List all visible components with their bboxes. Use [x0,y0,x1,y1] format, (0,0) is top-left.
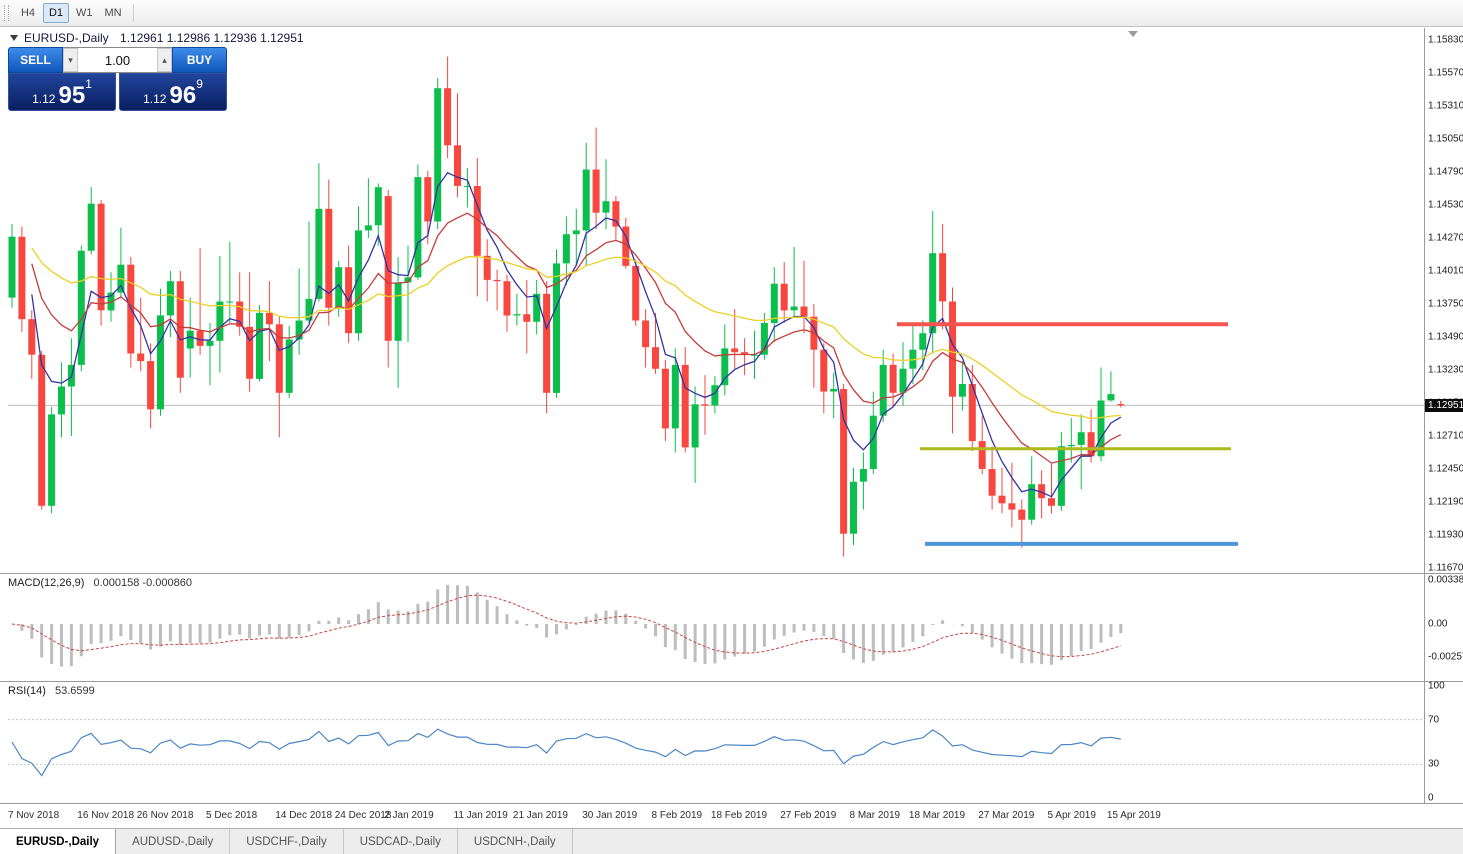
buy-button[interactable]: BUY [172,47,227,73]
axis-scale-label: 0.00 [1428,618,1448,630]
chart-ohlc-values: 1.12961 1.12986 1.12936 1.12951 [120,31,304,45]
price-axis[interactable]: 1.15830 1.15570 1.15310 1.15050 1.14790 1.145… [1425,0,1463,854]
axis-scale-label: 1.12710 [1428,430,1463,442]
axis-scale-label: 1.15570 [1428,67,1463,79]
trendline-levels-layer [897,322,1238,546]
rsi-layer [8,719,1424,777]
volume-decrease-button[interactable]: ▾ [63,48,78,72]
panel-separator-rsi[interactable] [0,681,1463,682]
sell-button[interactable]: SELL [8,47,63,73]
rsi-label: RSI(14) 53.6599 [8,685,95,697]
axis-scale-label: 0 [1428,792,1434,804]
panel-separator-timeaxis [0,803,1463,804]
panel-separator-macd[interactable] [0,573,1463,574]
sell-price-display[interactable]: 1.12 95 1 [8,73,116,111]
chart-symbol-period: EURUSD-,Daily [24,31,109,45]
axis-scale-label: 70 [1428,714,1440,726]
time-axis-label: 26 Nov 2018 [136,810,194,821]
candles-layer [8,56,1125,557]
time-axis-label: 2 Jan 2019 [384,810,434,821]
axis-scale-label: 1.15310 [1428,100,1463,112]
moving-averages-layer [31,171,1122,498]
time-axis-label: 27 Mar 2019 [978,810,1035,821]
autoscroll-marker-icon[interactable] [1128,31,1138,37]
macd-layer [11,584,1123,667]
sell-price-figure: 1.12 [32,92,56,106]
one-click-toggle-icon[interactable] [10,35,18,41]
buy-price-figure: 1.12 [143,92,167,106]
axis-scale-label: 1.11670 [1428,562,1463,574]
buy-price-display[interactable]: 1.12 96 9 [119,73,227,111]
buy-price-point: 9 [196,77,203,91]
volume-increase-button[interactable]: ▴ [157,48,172,72]
one-click-order-row: SELL ▾ 1.00 ▴ BUY [8,47,227,73]
toolbar-grip-handle[interactable] [4,5,9,21]
toolbar-separator [132,4,134,22]
timeframe-toolbar: H4 D1 W1 MN [0,0,1463,27]
tab-eurusd-daily[interactable]: EURUSD-,Daily [0,829,117,854]
time-axis-label: 21 Jan 2019 [512,810,568,821]
time-axis-label: 14 Dec 2018 [275,810,333,821]
buy-price-pips: 96 [169,81,197,109]
axis-scale-label: 1.11930 [1428,529,1463,541]
time-axis-label: 7 Nov 2018 [8,810,60,821]
time-axis-label: 8 Feb 2019 [651,810,703,821]
sell-price-point: 1 [85,77,92,91]
timeframe-w1-button[interactable]: W1 [71,3,98,23]
time-axis-label: 18 Feb 2019 [710,810,768,821]
tab-usdcnh-daily[interactable]: USDCNH-,Daily [458,829,573,854]
axis-scale-label: 1.12450 [1428,463,1463,475]
rsi-name: RSI(14) [8,685,46,697]
rsi-value: 53.6599 [54,685,95,697]
tab-audusd-daily[interactable]: AUDUSD-,Daily [116,829,231,854]
axis-scale-label: -0.002574 [1428,651,1463,663]
axis-scale-label: 0.003386 [1428,574,1463,586]
time-axis-label: 24 Dec 2018 [334,810,392,821]
time-axis-label: 30 Jan 2019 [582,810,638,821]
price-axis-border [1424,28,1425,804]
axis-scale-label: 1.14530 [1428,199,1463,211]
tab-usdcad-daily[interactable]: USDCAD-,Daily [344,829,458,854]
time-axis-label: 18 Mar 2019 [908,810,966,821]
axis-scale-label: 1.15050 [1428,133,1463,145]
axis-scale-label: 1.13490 [1428,331,1463,343]
time-axis[interactable]: 7 Nov 2018 16 Nov 2018 26 Nov 2018 5 Dec 20… [0,804,1463,828]
one-click-trading-panel: SELL ▾ 1.00 ▴ BUY 1.12 95 1 1.12 96 9 [8,47,227,111]
axis-scale-label: 100 [1428,680,1445,692]
timeframe-d1-button[interactable]: D1 [43,3,69,23]
macd-name: MACD(12,26,9) [8,577,85,589]
tab-usdchf-daily[interactable]: USDCHF-,Daily [230,829,344,854]
timeframe-h4-button[interactable]: H4 [15,3,41,23]
axis-scale-label: 1.12190 [1428,496,1463,508]
macd-label: MACD(12,26,9) 0.000158 -0.000860 [8,577,192,589]
time-axis-label: 15 Apr 2019 [1106,810,1161,821]
timeframe-mn-button[interactable]: MN [100,3,127,23]
time-axis-label: 8 Mar 2019 [849,810,901,821]
axis-scale-label: 1.14270 [1428,232,1463,244]
one-click-price-row: 1.12 95 1 1.12 96 9 [8,73,227,111]
macd-values: 0.000158 -0.000860 [93,577,192,589]
current-price-badge: 1.12951 [1425,399,1463,412]
axis-scale-label: 1.13230 [1428,364,1463,376]
time-axis-label: 5 Dec 2018 [206,810,258,821]
axis-scale-label: 1.15830 [1428,34,1463,46]
time-axis-label: 16 Nov 2018 [77,810,135,821]
axis-scale-label: 1.14010 [1428,265,1463,277]
sell-price-pips: 95 [58,81,86,109]
chart-title: EURUSD-,Daily 1.12961 1.12986 1.12936 1.… [24,31,304,45]
volume-control[interactable]: ▾ 1.00 ▴ [63,47,172,73]
axis-scale-label: 1.14790 [1428,166,1463,178]
time-axis-label: 11 Jan 2019 [453,810,508,821]
axis-scale-label: 1.13750 [1428,298,1463,310]
volume-value[interactable]: 1.00 [104,52,131,68]
time-axis-label: 27 Feb 2019 [780,810,837,821]
time-axis-label: 5 Apr 2019 [1047,810,1096,821]
chart-tab-bar: EURUSD-,Daily AUDUSD-,Daily USDCHF-,Dail… [0,828,1463,854]
axis-scale-label: 30 [1428,758,1440,770]
